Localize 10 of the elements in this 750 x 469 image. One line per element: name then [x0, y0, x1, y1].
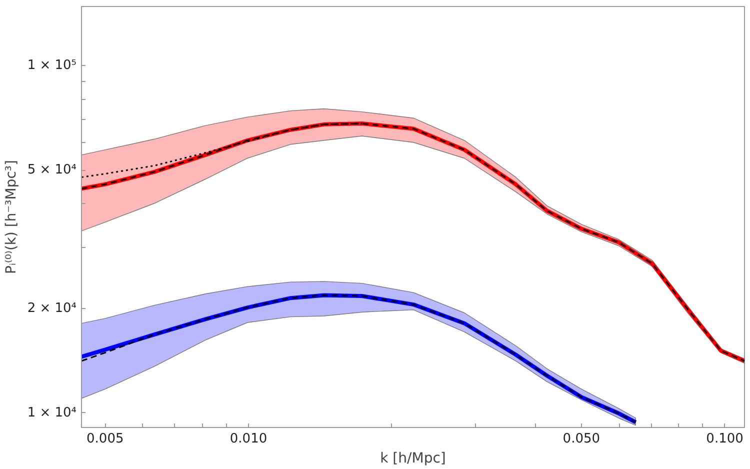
x-tick-label: 0.005	[86, 432, 124, 446]
x-axis-title: k [h/Mpc]	[380, 450, 446, 466]
y-tick-label: 1 × 10⁵	[27, 58, 77, 74]
y-axis-title: Pᵢ⁽⁰⁾(k) [h⁻³Mpc³]	[3, 160, 20, 274]
y-tick-label: 1 × 10⁴	[27, 405, 77, 420]
x-tick-label: 0.010	[230, 432, 268, 446]
x-tick-label: 0.050	[562, 432, 600, 446]
y-tick-label: 2 × 10⁴	[27, 300, 77, 316]
x-tick-label: 0.100	[706, 432, 744, 446]
y-tick-label: 5 × 10⁴	[27, 162, 77, 178]
